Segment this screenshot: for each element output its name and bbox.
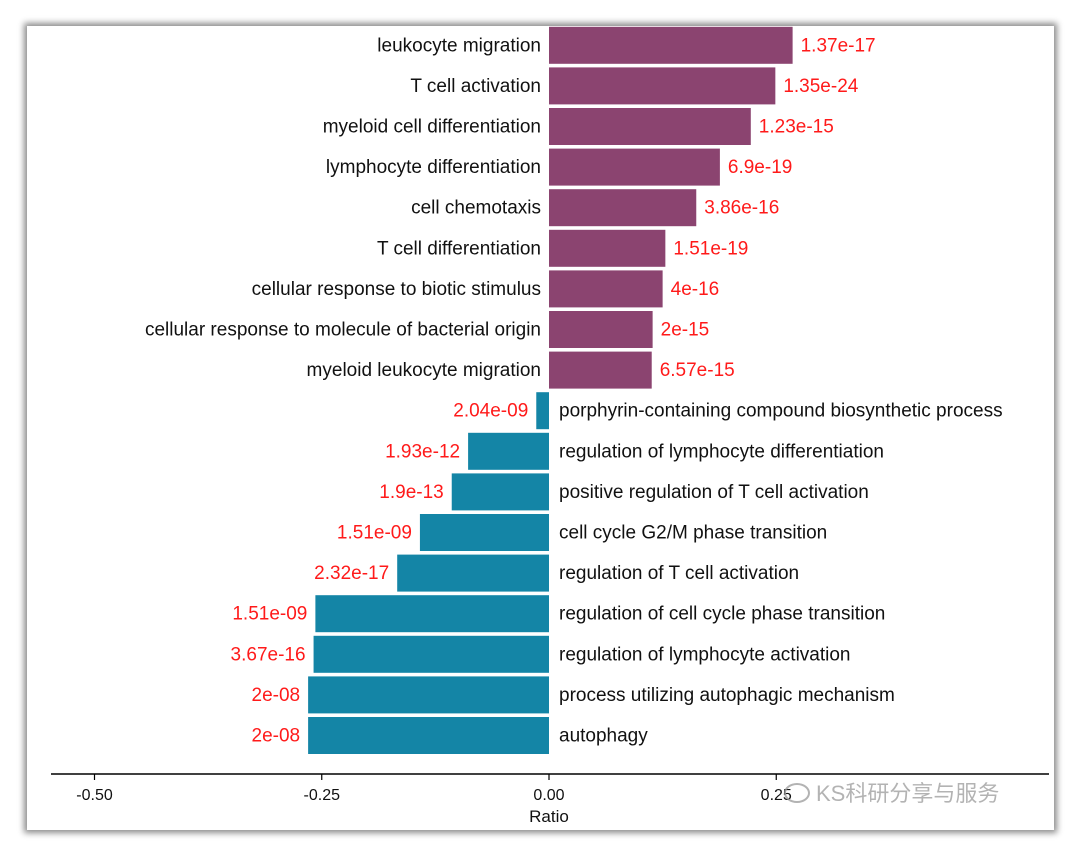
category-label: T cell differentiation: [377, 238, 541, 259]
wechat-icon: [784, 783, 810, 803]
category-label: cell cycle G2/M phase transition: [559, 523, 827, 544]
x-tick-label: 0.00: [533, 787, 564, 804]
category-label: cellular response to molecule of bacteri…: [145, 320, 541, 341]
watermark-text: KS科研分享与服务: [816, 781, 1000, 806]
pvalue-label: 1.51e-19: [673, 238, 748, 259]
category-label: cell chemotaxis: [411, 198, 541, 219]
category-label: regulation of lymphocyte differentiation: [559, 441, 884, 462]
pvalue-label: 1.93e-12: [385, 441, 460, 462]
category-label: leukocyte migration: [377, 35, 541, 56]
category-label: regulation of T cell activation: [559, 563, 799, 584]
category-label: positive regulation of T cell activation: [559, 482, 869, 503]
bar-down: [315, 595, 549, 633]
category-label: cellular response to biotic stimulus: [252, 279, 541, 300]
pvalue-label: 6.57e-15: [660, 360, 735, 381]
pvalue-label: 4e-16: [671, 279, 720, 300]
pvalue-label: 1.35e-24: [783, 76, 858, 97]
category-label: regulation of lymphocyte activation: [559, 644, 851, 665]
x-tick-label: -0.50: [76, 787, 113, 804]
pvalue-label: 1.37e-17: [801, 35, 876, 56]
pvalue-label: 3.67e-16: [231, 644, 306, 665]
pvalue-label: 2e-08: [252, 685, 301, 706]
category-label: myeloid leukocyte migration: [307, 360, 541, 381]
bar-up: [549, 351, 652, 389]
x-axis-title: Ratio: [529, 807, 569, 826]
pvalue-label: 1.23e-15: [759, 117, 834, 138]
bar-down: [468, 432, 549, 470]
pvalue-label: 1.51e-09: [232, 604, 307, 625]
pvalue-label: 2.04e-09: [453, 401, 528, 422]
category-label: T cell activation: [410, 76, 541, 97]
bar-down: [308, 676, 549, 714]
category-label: process utilizing autophagic mechanism: [559, 685, 895, 706]
bar-down: [419, 514, 549, 551]
bar-up: [549, 108, 751, 145]
category-label: lymphocyte differentiation: [326, 157, 541, 178]
category-label: autophagy: [559, 726, 648, 747]
category-label: myeloid cell differentiation: [323, 117, 541, 138]
bar-up: [549, 148, 720, 186]
watermark: KS科研分享与服务: [784, 776, 999, 808]
bar-up: [549, 26, 793, 64]
bar-up: [549, 311, 653, 348]
pvalue-label: 6.9e-19: [728, 157, 792, 178]
pvalue-label: 2.32e-17: [314, 563, 389, 584]
bar-up: [549, 229, 666, 267]
bar-up: [549, 270, 663, 308]
category-label: porphyrin-containing compound biosynthet…: [559, 401, 1003, 422]
pvalue-label: 3.86e-16: [704, 198, 779, 219]
bar-up: [549, 67, 776, 105]
bar-down: [536, 392, 549, 430]
bar-down: [451, 473, 549, 511]
bar-up: [549, 189, 697, 227]
pvalue-label: 2e-15: [661, 320, 710, 341]
bar-down: [397, 554, 549, 592]
x-tick-label: -0.25: [304, 787, 341, 804]
bar-down: [308, 717, 549, 754]
pvalue-label: 1.9e-13: [379, 482, 443, 503]
pvalue-label: 1.51e-09: [337, 523, 412, 544]
bar-down: [313, 635, 549, 673]
pvalue-label: 2e-08: [252, 726, 301, 747]
category-label: regulation of cell cycle phase transitio…: [559, 604, 885, 625]
